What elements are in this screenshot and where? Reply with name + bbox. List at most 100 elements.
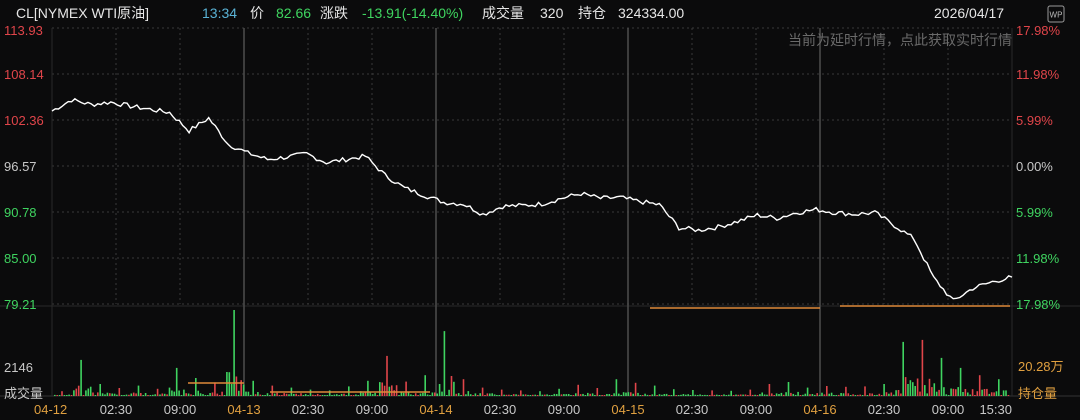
x-tick: 09:00 [548, 402, 581, 417]
y-left-tick: 113.93 [4, 23, 43, 38]
volume-bar [288, 394, 290, 396]
volume-bar [744, 394, 747, 396]
volume-bar [778, 394, 780, 396]
volume-bar [904, 377, 907, 396]
volume-bar [969, 394, 971, 396]
x-tick: 02:30 [484, 402, 517, 417]
volume-bar [742, 394, 744, 396]
x-tick: 02:30 [868, 402, 901, 417]
volume-bar [565, 394, 568, 396]
volume-bar [591, 393, 594, 396]
volume-bar [116, 394, 118, 396]
volume-bar [732, 395, 735, 396]
delay-notice[interactable]: 当前为延时行情，点此获取实时行情 [788, 32, 1012, 48]
volume-bar [747, 395, 749, 396]
volume-bar [314, 395, 317, 396]
volume-bar [137, 385, 140, 396]
volume-bar [618, 393, 620, 396]
grid [0, 27, 1080, 397]
volume-bar [931, 387, 933, 396]
volume-bar [412, 395, 415, 396]
price-line [51, 97, 1013, 300]
volume-bar [149, 395, 152, 396]
volume-bar [534, 394, 536, 396]
wp-badge[interactable] [1047, 5, 1065, 23]
volume-bar [890, 392, 893, 396]
volume-bar [297, 394, 300, 396]
volume-bar [436, 393, 438, 396]
volume-bar [677, 395, 680, 396]
volume-bar [113, 393, 116, 396]
volume-bar [837, 394, 840, 396]
volume-bar [725, 395, 728, 396]
volume-bar [670, 395, 673, 396]
change-value: -13.91(-14.40%) [362, 5, 463, 21]
volume-bar [723, 394, 725, 396]
volume-bar [601, 395, 603, 396]
volume-bar [345, 395, 348, 396]
volume-bar [230, 383, 233, 396]
volume-bar [792, 393, 795, 396]
volume-bar [484, 395, 486, 396]
volume-bar [876, 394, 878, 396]
volume-bar [77, 385, 80, 396]
volume-bar [228, 372, 231, 396]
volume-bar [773, 395, 775, 396]
volume-bar [391, 385, 393, 396]
volume-bar [840, 393, 842, 396]
volume-bar [524, 394, 527, 396]
volume-bar [381, 382, 383, 396]
volume-bars [54, 310, 1010, 396]
volume-bar [539, 391, 541, 396]
volume-bar [699, 394, 701, 396]
volume-bar [214, 382, 216, 396]
volume-bar [106, 392, 109, 396]
volume-bar [207, 395, 209, 396]
volume-bar [945, 394, 948, 396]
volume-bar [859, 394, 861, 396]
volume-bar [257, 392, 259, 396]
volume-bar [897, 390, 900, 396]
oi-value: 324334.00 [618, 5, 684, 21]
volume-bar [168, 387, 171, 396]
volume-bar [73, 390, 75, 396]
volume-bar [211, 392, 214, 396]
volume-caption: 成交量 [482, 5, 524, 21]
volume-bar [460, 395, 462, 396]
volume-bar [54, 394, 56, 396]
volume-bar [797, 391, 799, 396]
volume-bar [250, 394, 252, 396]
volume-bar [434, 392, 436, 396]
volume-bar [780, 392, 783, 396]
volume-bar [156, 388, 159, 396]
volume-bar [324, 395, 326, 396]
volume-bar [111, 393, 113, 396]
volume-bar [94, 395, 97, 396]
volume-bar [489, 393, 491, 396]
volume-bar [240, 380, 242, 396]
volume-bar [472, 395, 474, 396]
volume-bar [163, 393, 166, 396]
volume-bar [68, 394, 70, 396]
volume-bar [854, 395, 857, 396]
volume-bar [577, 384, 579, 396]
volume-bar [199, 393, 202, 396]
volume-bar [85, 390, 87, 396]
volume-bar [943, 387, 945, 396]
volume-bar [823, 394, 826, 396]
volume-bar [926, 393, 928, 396]
volume-bar [101, 393, 104, 396]
volume-bar [522, 394, 524, 396]
y-left-tick: 96.57 [4, 159, 37, 174]
volume-bar [376, 395, 379, 396]
volume-bar [58, 395, 61, 396]
volume-bar [924, 385, 926, 396]
x-axis: 04-12 02:30 09:00 04-13 02:30 09:00 04-14 02:30… [34, 402, 1012, 417]
volume-bar [802, 394, 804, 396]
volume-bar [350, 395, 352, 396]
volume-bar [668, 395, 670, 396]
wp-badge-label: WP [1050, 11, 1063, 20]
volume-bar [386, 355, 388, 396]
volume-bar [302, 395, 305, 396]
volume-bar [646, 394, 649, 396]
